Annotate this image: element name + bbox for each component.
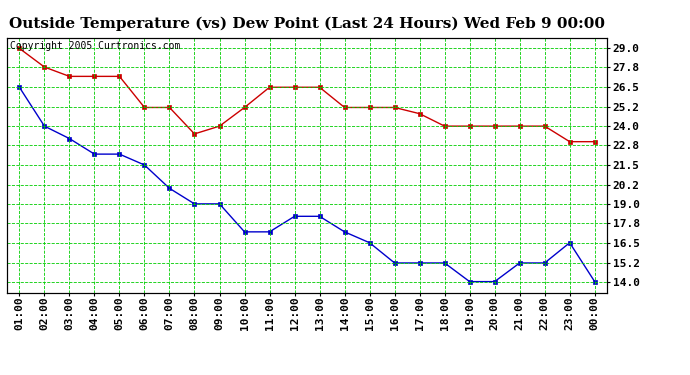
Text: Outside Temperature (vs) Dew Point (Last 24 Hours) Wed Feb 9 00:00: Outside Temperature (vs) Dew Point (Last… <box>9 17 605 31</box>
Text: Copyright 2005 Curtronics.com: Copyright 2005 Curtronics.com <box>10 41 180 51</box>
